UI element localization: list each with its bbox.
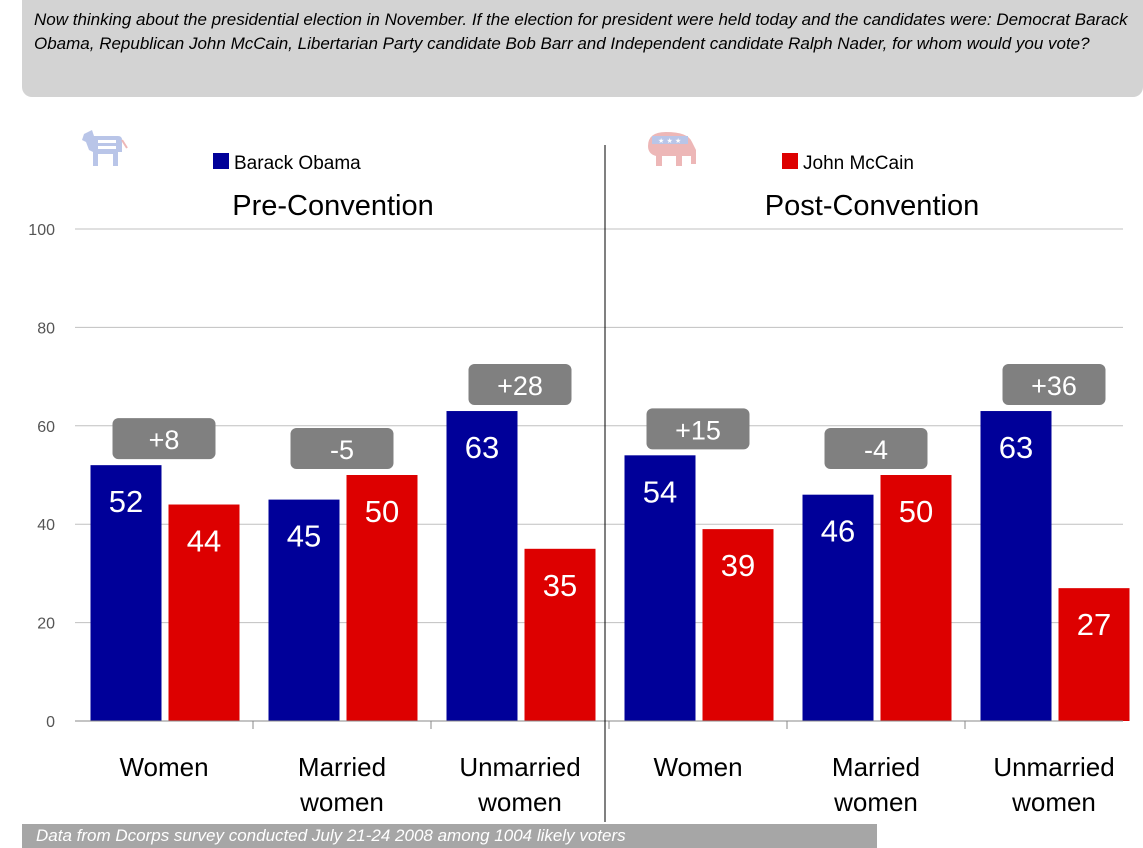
y-tick-label: 100	[28, 222, 55, 239]
margin-label: +8	[149, 425, 180, 455]
margin-label: -4	[864, 435, 888, 465]
x-category-label: women	[1011, 787, 1096, 817]
margin-badge	[646, 408, 750, 450]
data-label-mccain: 35	[543, 568, 577, 603]
bar-mccain	[524, 548, 596, 721]
gridlines	[75, 228, 1123, 624]
margin-label: +28	[497, 371, 543, 401]
bar-obama	[90, 465, 162, 721]
margin-badge	[824, 428, 928, 469]
republican-elephant-icon: ★ ★ ★	[648, 132, 696, 166]
x-category-label: Married	[832, 752, 920, 782]
data-label-obama: 46	[821, 514, 855, 549]
data-label-obama: 63	[465, 430, 499, 465]
margin-label: -5	[330, 435, 354, 465]
legend-label-mccain: John McCain	[803, 153, 914, 174]
x-category-label: women	[299, 787, 384, 817]
margin-label: +15	[675, 415, 721, 445]
legend-swatch-obama	[213, 153, 229, 169]
data-label-mccain: 27	[1077, 607, 1111, 642]
margin-badge	[112, 418, 216, 460]
panel-title-pre-convention: Pre-Convention	[232, 190, 434, 222]
x-category-label: Women	[653, 752, 742, 782]
x-category-label: women	[833, 787, 918, 817]
data-label-obama: 52	[109, 484, 143, 519]
bar-mccain	[880, 475, 952, 721]
bar-obama	[268, 499, 340, 721]
legend-label-obama: Barack Obama	[234, 153, 361, 174]
y-tick-label: 20	[37, 616, 55, 633]
data-label-obama: 54	[643, 474, 677, 509]
bars	[90, 411, 1130, 721]
source-footer: Data from Dcorps survey conducted July 2…	[22, 824, 877, 848]
data-label-obama: 63	[999, 430, 1033, 465]
x-category-label: Married	[298, 752, 386, 782]
question-text: Now thinking about the presidential elec…	[22, 0, 1143, 97]
margin-label: +36	[1031, 371, 1077, 401]
data-labels: 52 44 +8 45 50 -5 63 35 +28 54 39 +15 46 50 -4 63 27 +36	[109, 364, 1111, 642]
y-tick-label: 60	[37, 419, 55, 436]
margin-badge	[1002, 364, 1106, 406]
data-label-mccain: 50	[899, 494, 933, 529]
data-label-mccain: 39	[721, 548, 755, 583]
margin-badge	[468, 364, 572, 406]
bar-mccain	[346, 475, 418, 721]
x-category-label: Women	[119, 752, 208, 782]
bar-mccain	[1058, 588, 1130, 721]
x-axis: Women Married women Unmarried women Women Marr…	[75, 720, 1123, 817]
democratic-donkey-icon	[82, 130, 128, 166]
bar-obama	[802, 494, 874, 721]
data-label-mccain: 44	[187, 524, 221, 559]
bar-mccain	[168, 504, 240, 721]
x-category-label: Unmarried	[459, 752, 580, 782]
bar-obama	[624, 455, 696, 721]
x-category-label: women	[477, 787, 562, 817]
data-label-obama: 45	[287, 519, 321, 554]
svg-text:★ ★ ★: ★ ★ ★	[658, 137, 681, 145]
margin-badge	[290, 428, 394, 469]
y-tick-label: 0	[46, 714, 55, 731]
y-tick-label: 80	[37, 320, 55, 337]
bar-mccain	[702, 529, 774, 721]
bar-obama	[980, 411, 1052, 721]
bar-obama	[446, 411, 518, 721]
y-tick-label: 40	[37, 517, 55, 534]
legend-swatch-mccain	[782, 153, 798, 169]
data-label-mccain: 50	[365, 494, 399, 529]
y-axis: 0 20 40 60 80 100	[28, 222, 55, 731]
panel-title-post-convention: Post-Convention	[765, 190, 979, 222]
x-category-label: Unmarried	[993, 752, 1114, 782]
